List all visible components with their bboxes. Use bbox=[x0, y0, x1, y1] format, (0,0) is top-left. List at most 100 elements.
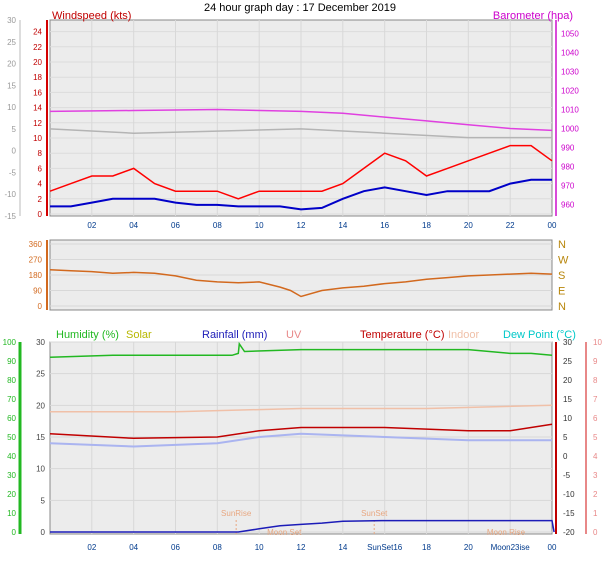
temp-humidity-series: 1009080706050403020100302520151050302520… bbox=[3, 338, 603, 552]
outer-tick-label: 5 bbox=[12, 125, 17, 134]
temp-left-tick-label: 20 bbox=[36, 401, 45, 410]
temp-left-tick-label: 0 bbox=[41, 528, 46, 537]
x-tick-label: 20 bbox=[464, 221, 473, 230]
legend-rainfall: Rainfall (mm) bbox=[202, 329, 267, 341]
legend-uv: UV bbox=[286, 329, 302, 341]
temp-left-tick-label: 25 bbox=[36, 370, 45, 379]
legend-indoor: Indoor bbox=[448, 329, 480, 341]
direction-tick-label: 360 bbox=[29, 240, 43, 249]
temp-left-tick-label: 15 bbox=[36, 433, 45, 442]
sunrise-label: SunRise bbox=[221, 509, 252, 518]
temp-right-tick-label: 25 bbox=[563, 357, 572, 366]
uv-tick-label: 0 bbox=[593, 528, 598, 537]
dir-line bbox=[49, 269, 553, 298]
uv-tick-label: 9 bbox=[593, 357, 598, 366]
uv-tick-label: 3 bbox=[593, 471, 598, 480]
compass-label: N bbox=[558, 239, 566, 251]
humidity-line bbox=[49, 341, 553, 358]
wind-tick-label: 20 bbox=[33, 58, 42, 67]
wind-tick-label: 0 bbox=[38, 210, 43, 219]
baro-tick-label: 960 bbox=[561, 201, 575, 210]
temp-left-tick-label: 5 bbox=[41, 496, 46, 505]
baro-tick-label: 1020 bbox=[561, 87, 579, 96]
wind-tick-label: 22 bbox=[33, 43, 42, 52]
wind-tick-label: 24 bbox=[33, 28, 42, 37]
baro-tick-label: 1010 bbox=[561, 106, 579, 115]
humidity-tick-label: 90 bbox=[7, 357, 16, 366]
humidity-tick-label: 20 bbox=[7, 490, 16, 499]
wind-tick-label: 14 bbox=[33, 104, 42, 113]
compass-label: N bbox=[558, 301, 566, 313]
barometer-axis-label: Barometer (hpa) bbox=[493, 10, 573, 22]
direction-tick-label: 270 bbox=[29, 256, 43, 265]
outer-tick-label: 30 bbox=[7, 16, 16, 25]
temp-right-tick-label: 10 bbox=[563, 414, 572, 423]
compass-label: S bbox=[558, 270, 565, 282]
x-tick-label: 16 bbox=[380, 221, 389, 230]
outer-tick-label: 0 bbox=[12, 147, 17, 156]
uv-tick-label: 1 bbox=[593, 509, 598, 518]
baro-tick-label: 1030 bbox=[561, 68, 579, 77]
outer-tick-label: 10 bbox=[7, 103, 16, 112]
legend-dewpoint: Dew Point (°C) bbox=[503, 329, 576, 341]
wind-tick-label: 2 bbox=[38, 195, 43, 204]
temp-right-tick-label: -10 bbox=[563, 490, 575, 499]
baro-tick-label: 990 bbox=[561, 144, 575, 153]
baro-line bbox=[49, 108, 553, 132]
wind-tick-label: 4 bbox=[38, 180, 43, 189]
x-tick-label: Moon23ise bbox=[491, 543, 531, 552]
outer-tick-label: 15 bbox=[7, 81, 16, 90]
direction-tick-label: 0 bbox=[38, 302, 43, 311]
x-tick-label: 12 bbox=[297, 221, 306, 230]
wind-tick-label: 6 bbox=[38, 164, 43, 173]
x-tick-label: 10 bbox=[255, 221, 264, 230]
outer-tick-label: 20 bbox=[7, 60, 16, 69]
legend-temperature: Temperature (°C) bbox=[360, 329, 444, 341]
sunset-label: SunSet bbox=[361, 509, 388, 518]
windspeed-axis-label: Windspeed (kts) bbox=[52, 10, 131, 22]
uv-tick-label: 5 bbox=[593, 433, 598, 442]
direction-tick-label: 90 bbox=[33, 287, 42, 296]
x-tick-label: 00 bbox=[548, 221, 557, 230]
humidity-tick-label: 100 bbox=[3, 338, 17, 347]
temp-left-tick-label: 10 bbox=[36, 465, 45, 474]
x-tick-label: 10 bbox=[255, 543, 264, 552]
temp-line bbox=[49, 423, 553, 440]
outer-tick-label: -5 bbox=[9, 168, 17, 177]
temp-left-tick-label: 30 bbox=[36, 338, 45, 347]
x-tick-label: 22 bbox=[506, 221, 515, 230]
indoor-line bbox=[50, 404, 553, 413]
temp-right-tick-label: -5 bbox=[563, 471, 571, 480]
baro-tick-label: 1040 bbox=[561, 49, 579, 58]
x-tick-label: 02 bbox=[87, 221, 96, 230]
outer-tick-label: -15 bbox=[4, 212, 16, 221]
dew-line bbox=[49, 432, 552, 448]
x-tick-label: 06 bbox=[171, 543, 180, 552]
temp-right-tick-label: 30 bbox=[563, 338, 572, 347]
uv-tick-label: 4 bbox=[593, 452, 598, 461]
x-tick-label: 12 bbox=[297, 543, 306, 552]
outer-tick-label: -10 bbox=[4, 190, 16, 199]
uv-tick-label: 2 bbox=[593, 490, 598, 499]
temp-right-tick-label: 0 bbox=[563, 452, 568, 461]
wind-tick-label: 16 bbox=[33, 88, 42, 97]
humidity-tick-label: 80 bbox=[7, 376, 16, 385]
x-tick-label: 02 bbox=[87, 543, 96, 552]
x-tick-label: 06 bbox=[171, 221, 180, 230]
baro-tick-label: 980 bbox=[561, 163, 575, 172]
x-tick-label: SunSet16 bbox=[367, 543, 403, 552]
wind-tick-label: 18 bbox=[33, 73, 42, 82]
avg-line bbox=[50, 178, 552, 211]
legend-humidity: Humidity (%) bbox=[56, 329, 119, 341]
wind-baro-series: 242220181614121086420302520151050-5-10-1… bbox=[4, 16, 579, 230]
humidity-tick-label: 70 bbox=[7, 395, 16, 404]
uv-tick-label: 7 bbox=[593, 395, 598, 404]
wind-tick-label: 10 bbox=[33, 134, 42, 143]
wind-tick-label: 12 bbox=[33, 119, 42, 128]
x-tick-label: 04 bbox=[129, 543, 138, 552]
x-tick-label: 00 bbox=[548, 543, 557, 552]
humidity-tick-label: 40 bbox=[7, 452, 16, 461]
x-tick-label: 18 bbox=[422, 543, 431, 552]
